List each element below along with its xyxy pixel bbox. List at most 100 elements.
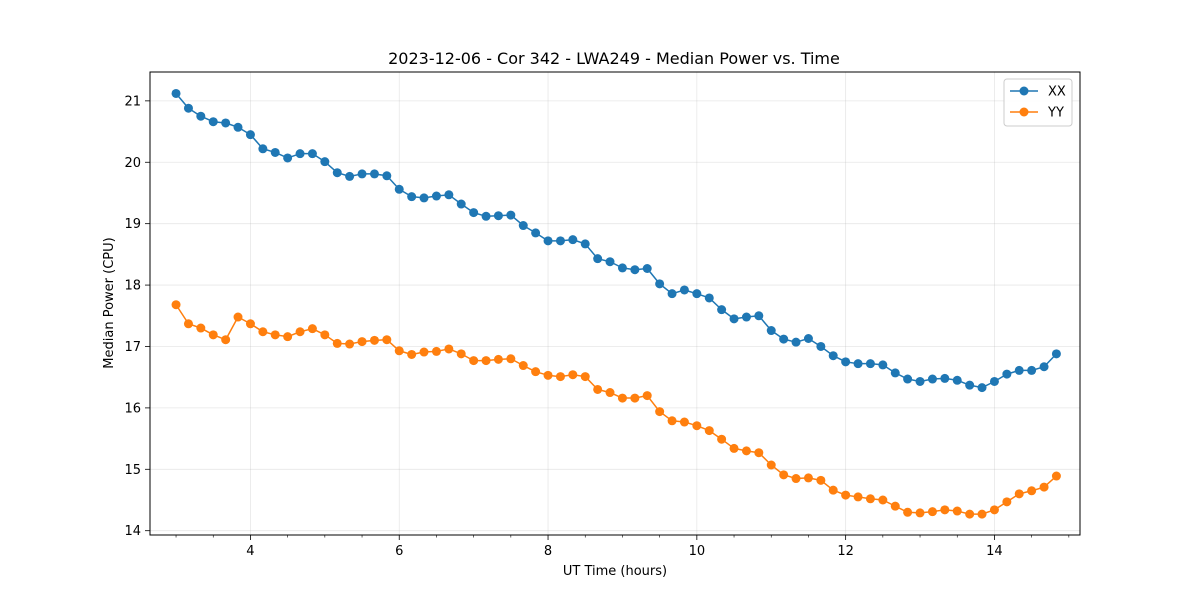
data-point-yy [903,507,913,517]
data-point-xx [258,144,268,154]
data-point-yy [1039,482,1049,492]
data-point-xx [692,289,702,299]
series-line-yy [175,304,1057,515]
data-point-yy [283,332,293,342]
data-point-yy [927,507,937,517]
data-point-yy [568,370,578,380]
series-area [171,88,1061,519]
data-point-yy [1014,489,1024,499]
data-point-yy [531,367,541,377]
data-point-xx [233,122,243,132]
data-point-yy [679,417,689,427]
data-point-yy [208,330,218,340]
x-tick-label: 14 [986,544,1003,559]
data-point-xx [841,357,851,367]
data-point-yy [357,337,367,347]
data-point-yy [1027,486,1037,496]
data-point-xx [382,171,392,181]
data-point-yy [307,324,317,334]
data-point-yy [233,312,243,322]
data-point-yy [853,492,863,502]
data-point-xx [828,351,838,361]
data-point-xx [481,211,491,221]
data-point-yy [183,319,193,329]
y-tick-label: 16 [124,401,141,416]
y-tick-label: 19 [124,217,141,232]
y-tick-label: 20 [124,156,141,171]
data-point-yy [1051,471,1061,481]
data-point-yy [989,505,999,515]
data-point-xx [531,228,541,238]
data-point-xx [729,314,739,324]
data-point-yy [431,346,441,356]
x-axis-label: UT Time (hours) [563,564,667,579]
data-point-xx [555,236,565,246]
data-point-xx [369,169,379,179]
data-point-yy [493,354,503,364]
data-point-yy [481,356,491,366]
data-point-xx [469,208,479,218]
x-tick-label: 8 [544,544,552,559]
data-point-yy [580,372,590,382]
data-point-yy [605,388,615,398]
data-point-yy [270,330,280,340]
data-point-xx [568,235,578,245]
data-point-yy [977,509,987,519]
data-point-xx [208,117,218,127]
data-point-yy [419,347,429,357]
data-point-xx [791,337,801,347]
data-point-yy [543,370,553,380]
data-point-xx [977,383,987,393]
data-point-yy [803,473,813,483]
data-point-yy [369,335,379,345]
y-tick-label: 18 [124,279,141,294]
data-point-xx [332,168,342,178]
data-point-xx [270,147,280,157]
data-point-xx [320,157,330,167]
legend-label-yy: YY [1047,106,1064,121]
data-point-yy [717,434,727,444]
data-point-yy [555,372,565,382]
plot-frame [149,71,1081,536]
data-point-xx [779,334,789,344]
data-point-xx [283,153,293,163]
axis-ticks: 4 6 8 10 12 14 14 15 16 17 18 19 20 21 [124,94,1070,559]
data-point-xx [878,360,888,370]
data-point-xx [357,169,367,179]
data-point-yy [952,506,962,516]
data-point-xx [741,312,751,322]
data-point-yy [865,494,875,504]
data-point-xx [704,293,714,303]
data-point-xx [667,289,677,299]
x-tick-label: 12 [837,544,854,559]
data-point-xx [655,279,665,289]
data-point-yy [258,327,268,337]
data-point-xx [1039,362,1049,372]
legend-marker-xx [1019,86,1029,96]
data-point-xx [307,149,317,159]
data-point-yy [469,356,479,366]
data-point-yy [642,391,652,401]
data-point-yy [382,335,392,345]
data-point-xx [766,326,776,336]
data-point-yy [915,508,925,518]
data-point-xx [593,254,603,264]
data-point-yy [506,354,516,364]
data-point-xx [506,210,516,220]
grid [150,72,1080,535]
data-point-xx [927,374,937,384]
data-point-yy [667,416,677,426]
data-point-xx [419,193,429,203]
data-point-yy [593,384,603,394]
chart-title: 2023-12-06 - Cor 342 - LWA249 - Median P… [388,49,840,68]
data-point-xx [717,305,727,315]
y-axis-label: Median Power (CPU) [102,237,117,368]
data-point-xx [431,191,441,201]
data-point-yy [692,421,702,431]
data-point-xx [295,149,305,159]
data-point-yy [704,426,714,436]
data-point-yy [841,490,851,500]
data-point-yy [394,346,404,356]
data-point-xx [679,285,689,295]
